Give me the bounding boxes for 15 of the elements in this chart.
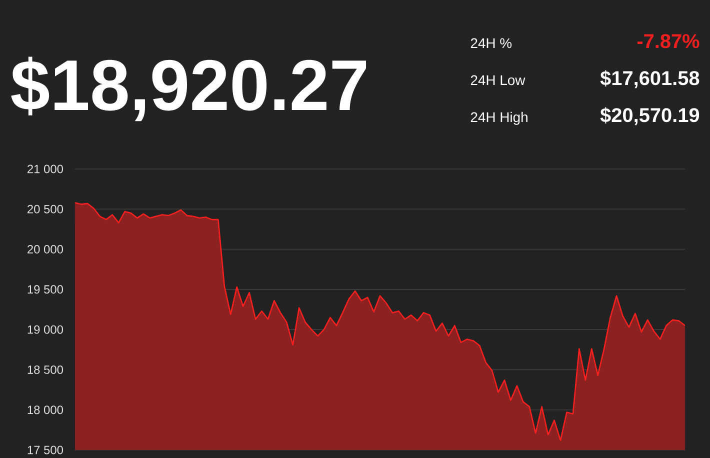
y-tick-label: 18 000 xyxy=(28,406,64,414)
text: $17,601.58 xyxy=(600,70,700,88)
y-tick-label: 19 500 xyxy=(28,285,64,294)
chart-title: $18,920.27 xyxy=(11,56,366,122)
text: 24H % xyxy=(470,38,512,48)
text: $20,570.19 xyxy=(600,107,700,126)
y-tick-label: 17 500 xyxy=(28,446,64,454)
y-tick-label: 19 000 xyxy=(28,325,64,334)
text: -7.87% xyxy=(637,34,700,48)
text: 24H High xyxy=(470,112,528,125)
y-tick-label: 18 500 xyxy=(28,365,64,374)
y-tick-label: 20 500 xyxy=(28,204,64,214)
y-tick-label: 21 000 xyxy=(28,164,64,174)
y-tick-label: 20 000 xyxy=(28,245,64,254)
text: 24H Low xyxy=(470,75,526,86)
